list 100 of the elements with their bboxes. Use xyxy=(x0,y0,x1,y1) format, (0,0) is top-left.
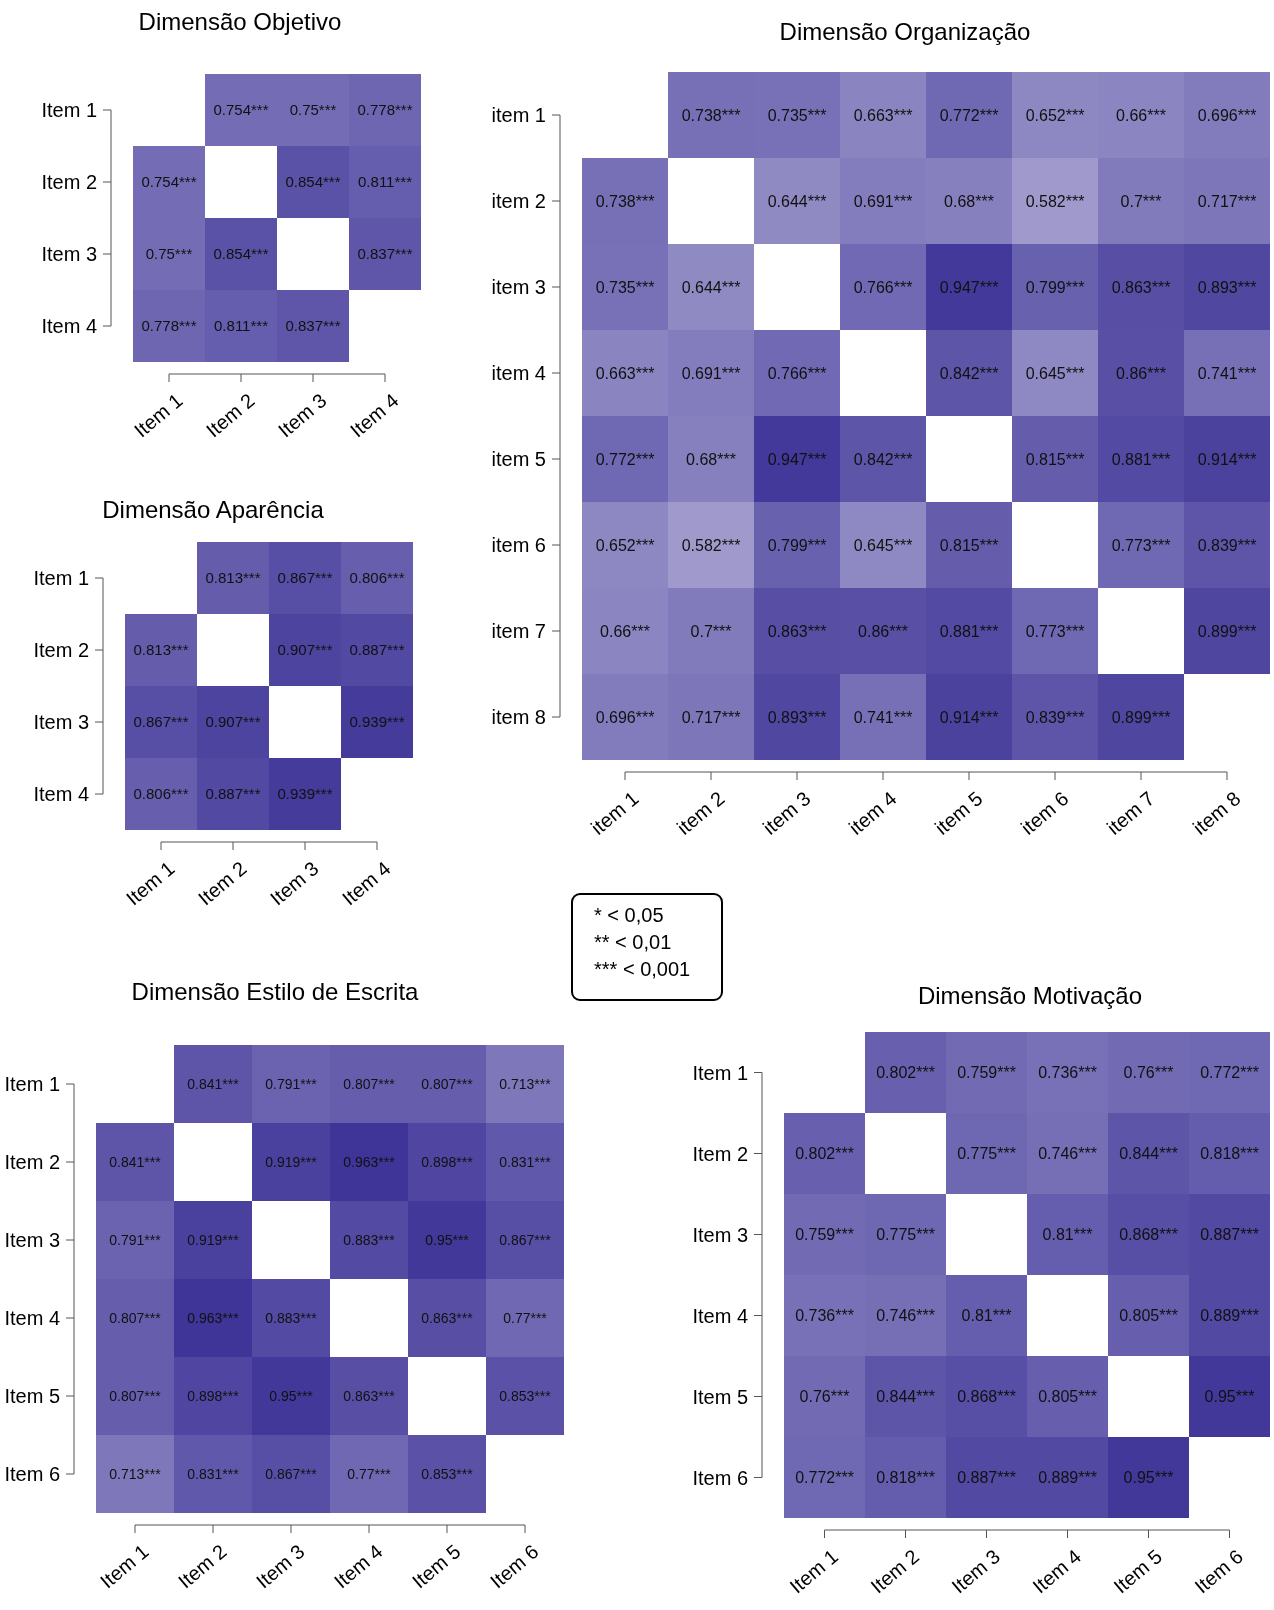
data-label: 0.867*** xyxy=(499,1231,552,1248)
data-label: 0.66*** xyxy=(600,622,650,640)
data-label: 0.887*** xyxy=(205,785,261,803)
text: ** < 0,01 xyxy=(594,931,672,953)
data-label: 0.738*** xyxy=(681,106,741,124)
y-tick-label: Item 1 xyxy=(41,99,97,121)
data-label: 0.86*** xyxy=(858,622,908,640)
data-label: 0.805*** xyxy=(1038,1388,1097,1406)
y-tick-label: item 8 xyxy=(491,706,546,728)
x-tick-label: Item 4 xyxy=(337,856,395,910)
chart-title: Dimensão Aparência xyxy=(102,496,325,523)
y-tick-label: Item 6 xyxy=(692,1466,748,1489)
data-label: 0.652*** xyxy=(595,536,655,554)
data-label: 0.807*** xyxy=(421,1075,474,1092)
data-label: 0.717*** xyxy=(1197,192,1257,210)
data-label: 0.893*** xyxy=(767,708,827,726)
data-label: 0.66*** xyxy=(1116,106,1166,124)
chart-title: Dimensão Objetivo xyxy=(138,8,342,35)
x-tick-label: item 8 xyxy=(1188,786,1245,839)
x-tick-label: Item 1 xyxy=(785,1544,843,1598)
data-label: 0.883*** xyxy=(343,1231,396,1248)
y-tick-label: item 4 xyxy=(491,362,546,384)
data-label: 0.893*** xyxy=(1197,278,1257,296)
data-label: 0.717*** xyxy=(681,708,741,726)
x-tick-label: Item 2 xyxy=(866,1544,924,1598)
data-label: 0.939*** xyxy=(349,713,405,731)
y-tick-label: Item 1 xyxy=(4,1073,60,1095)
data-label: 0.815*** xyxy=(1025,450,1085,468)
data-label: 0.853*** xyxy=(499,1387,552,1404)
x-tick-label: Item 4 xyxy=(345,388,403,442)
x-tick-label: Item 5 xyxy=(1109,1544,1167,1598)
data-label: 0.754*** xyxy=(141,173,197,191)
data-label: 0.881*** xyxy=(1111,450,1171,468)
y-tick-label: item 2 xyxy=(491,190,546,212)
data-label: 0.863*** xyxy=(343,1387,396,1404)
y-tick-label: Item 2 xyxy=(33,639,89,661)
data-label: 0.735*** xyxy=(595,278,655,296)
data-label: 0.75*** xyxy=(289,101,337,119)
data-label: 0.898*** xyxy=(187,1387,240,1404)
data-label: 0.867*** xyxy=(133,713,189,731)
data-label: 0.947*** xyxy=(767,450,827,468)
data-label: 0.863*** xyxy=(1111,278,1171,296)
data-label: 0.867*** xyxy=(277,569,333,587)
data-label: 0.778*** xyxy=(141,317,197,335)
data-label: 0.775*** xyxy=(876,1226,935,1244)
data-label: 0.746*** xyxy=(876,1307,935,1325)
x-tick-label: Item 2 xyxy=(193,856,251,910)
data-label: 0.799*** xyxy=(767,536,827,554)
data-label: 0.713*** xyxy=(109,1465,162,1482)
data-label: 0.799*** xyxy=(1025,278,1085,296)
data-label: 0.791*** xyxy=(109,1231,162,1248)
data-label: 0.773*** xyxy=(1025,622,1085,640)
data-label: 0.813*** xyxy=(205,569,261,587)
x-tick-label: item 3 xyxy=(758,786,815,839)
data-label: 0.863*** xyxy=(767,622,827,640)
y-tick-label: item 3 xyxy=(491,276,546,298)
data-label: 0.818*** xyxy=(1200,1145,1259,1163)
data-label: 0.696*** xyxy=(1197,106,1257,124)
data-label: 0.95*** xyxy=(1204,1388,1255,1406)
data-label: 0.806*** xyxy=(133,785,189,803)
data-label: 0.831*** xyxy=(499,1153,552,1170)
x-tick-label: Item 3 xyxy=(273,388,331,442)
y-tick-label: item 7 xyxy=(491,620,546,642)
data-label: 0.95*** xyxy=(425,1231,470,1248)
data-label: 0.889*** xyxy=(1038,1469,1097,1487)
data-label: 0.696*** xyxy=(595,708,655,726)
data-label: 0.919*** xyxy=(265,1153,318,1170)
data-label: 0.854*** xyxy=(285,173,341,191)
data-label: 0.582*** xyxy=(681,536,741,554)
data-label: 0.691*** xyxy=(853,192,913,210)
data-label: 0.772*** xyxy=(795,1469,854,1487)
data-label: 0.802*** xyxy=(795,1145,854,1163)
y-tick-label: Item 3 xyxy=(33,711,89,733)
chart-title: Dimensão Motivação xyxy=(917,982,1143,1009)
data-label: 0.738*** xyxy=(595,192,655,210)
data-label: 0.652*** xyxy=(1025,106,1085,124)
data-label: 0.889*** xyxy=(1200,1307,1259,1325)
data-label: 0.805*** xyxy=(1119,1307,1178,1325)
y-tick-label: Item 2 xyxy=(4,1151,60,1173)
data-label: 0.773*** xyxy=(1111,536,1171,554)
data-label: 0.881*** xyxy=(939,622,999,640)
x-tick-label: Item 3 xyxy=(251,1539,309,1593)
data-label: 0.778*** xyxy=(357,101,413,119)
x-tick-label: Item 3 xyxy=(265,856,323,910)
text: * < 0,05 xyxy=(594,904,664,926)
data-label: 0.741*** xyxy=(853,708,913,726)
y-tick-label: Item 6 xyxy=(4,1463,60,1485)
y-tick-label: Item 4 xyxy=(4,1307,60,1329)
text: *** < 0,001 xyxy=(594,958,691,980)
data-label: 0.759*** xyxy=(795,1226,854,1244)
data-label: 0.81*** xyxy=(961,1307,1012,1325)
data-label: 0.746*** xyxy=(1038,1145,1097,1163)
chart-title: Dimensão Estilo de Escrita xyxy=(131,978,420,1005)
data-label: 0.883*** xyxy=(265,1309,318,1326)
data-label: 0.68*** xyxy=(944,192,994,210)
data-label: 0.802*** xyxy=(876,1064,935,1082)
y-tick-label: Item 3 xyxy=(692,1223,748,1246)
data-label: 0.919*** xyxy=(187,1231,240,1248)
x-tick-label: Item 1 xyxy=(121,856,179,910)
data-label: 0.81*** xyxy=(1042,1226,1093,1244)
